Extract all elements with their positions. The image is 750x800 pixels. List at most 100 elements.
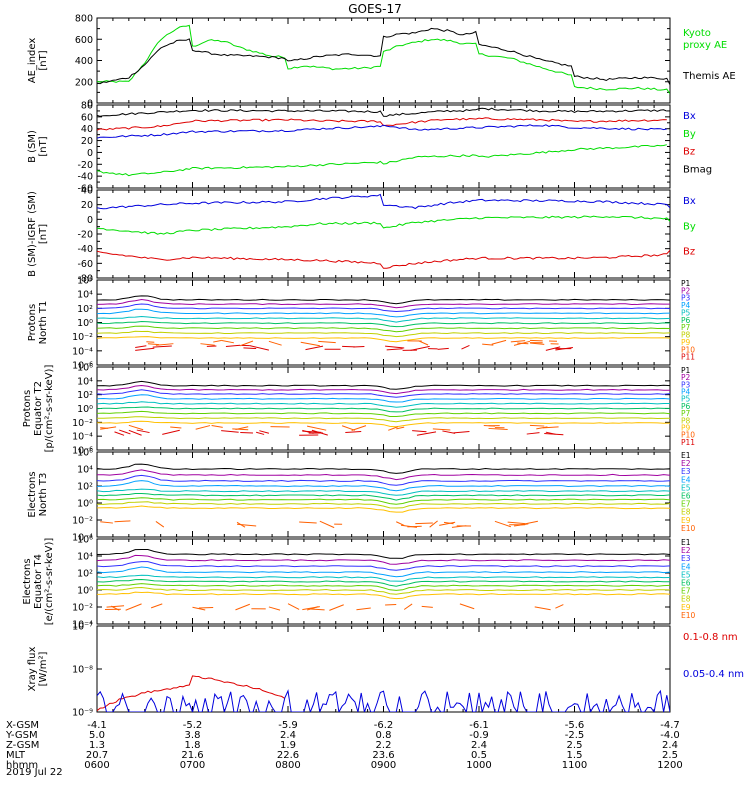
channel-fragment [152, 345, 172, 348]
y-axis-label: [nT] [38, 50, 49, 70]
channel-fragment [305, 345, 324, 351]
orbit-value: 1.9 [280, 740, 296, 751]
legend-entry: Bmag [683, 164, 712, 175]
y-axis-label: [nT] [38, 136, 49, 156]
y-tick-label: 20 [81, 200, 93, 211]
channel-fragment [482, 343, 494, 346]
orbit-value: 2.4 [280, 730, 296, 741]
orbit-value: 3.8 [185, 730, 201, 741]
y-tick-label: -40 [77, 244, 93, 255]
orbit-value: 1.5 [567, 750, 583, 761]
legend-channel: E4 [681, 562, 691, 571]
channel-fragment [356, 607, 371, 611]
orbit-value: 1200 [657, 760, 682, 771]
y-axis-label: Protons [22, 390, 33, 427]
channel-fragment [403, 603, 413, 610]
legend-entry: Kyoto [683, 28, 711, 39]
y-tick-label: -20 [77, 160, 93, 171]
y-tick-label: 10⁰ [77, 586, 93, 597]
y-ticks: 0 200 400 600 800 [75, 14, 670, 110]
orbit-value: -5.9 [278, 720, 298, 731]
channel-line [97, 469, 670, 481]
y-tick-label: 10⁻⁹ [72, 708, 93, 719]
channel-fragment [170, 426, 182, 429]
channel-fragment [494, 520, 511, 528]
y-tick-label: -40 [77, 172, 93, 183]
legend-entry: Bx [683, 196, 696, 207]
channel-fragment [150, 603, 163, 609]
orbit-value: 0900 [371, 760, 396, 771]
channel-fragment [545, 431, 556, 435]
channel-line [97, 303, 670, 313]
orbit-row-label: Z-GSM [6, 740, 39, 751]
panel-frame [96, 279, 671, 366]
channel-line [97, 420, 670, 428]
y-tick-label: 10⁻⁴ [72, 533, 93, 544]
y-ticks: 10⁻⁷ 10⁻⁸ 10⁻⁹ [72, 622, 670, 719]
y-tick-label: 10⁴ [77, 290, 93, 301]
legend-channel: P10 [681, 345, 695, 354]
y-tick-label: 10⁻² [72, 516, 93, 527]
channel-fragment [200, 343, 215, 346]
legend-channel: E8 [681, 508, 691, 517]
series-line-bz [97, 249, 670, 269]
y-tick-label: 10² [77, 569, 93, 580]
channel-line [97, 488, 670, 496]
y-tick-label: 10⁻⁶ [72, 446, 93, 457]
channel-fragment [221, 339, 234, 344]
channel-fragment [526, 432, 540, 435]
panel-pe: 10⁶ 10⁴ 10² 10⁰ 10⁻² 10⁻⁴ 10⁻⁶ Protons Equator T… [22, 363, 695, 457]
legend-channel: E10 [681, 611, 696, 620]
y-tick-label: 10⁻⁴ [72, 620, 93, 631]
y-ticks: 10⁶ 10⁴ 10² 10⁰ 10⁻² 10⁻⁴ [72, 535, 670, 631]
channel-fragment [483, 424, 495, 427]
y-tick-label: 10⁰ [77, 404, 93, 415]
y-tick-label: 10⁰ [77, 318, 93, 329]
y-tick-label: 400 [75, 56, 93, 67]
channel-fragment [453, 431, 470, 434]
channel-fragment [136, 429, 150, 434]
orbit-value: -2.5 [565, 730, 585, 741]
channel-line [97, 549, 670, 559]
channel-fragment [162, 429, 180, 435]
orbit-value: -4.7 [660, 720, 680, 731]
legend-channel: P11 [681, 438, 695, 447]
channel-fragment [100, 521, 113, 524]
y-axis-label: Xray flux [27, 647, 38, 692]
legend-channel: P7 [681, 409, 691, 418]
orbit-row-label: Y-GSM [5, 730, 38, 741]
channel-fragment [100, 427, 109, 429]
x-ticks [96, 18, 671, 103]
channel-fragment [318, 340, 336, 344]
y-tick-label: 10⁻⁷ [72, 622, 93, 633]
legend-channel: P2 [681, 286, 691, 295]
legend-channel: P8 [681, 331, 691, 340]
series-line-kyoto-proxy-ae [97, 24, 670, 95]
legend-channel: P5 [681, 308, 691, 317]
legend-channel: P9 [681, 338, 691, 347]
panel-frame [96, 17, 671, 104]
legend-entry: Bz [683, 147, 695, 158]
panel-pn: 10⁶ 10⁴ 10² 10⁰ 10⁻² 10⁻⁴ 10⁻⁶ Protons North T1 P… [27, 276, 695, 372]
channel-fragment [300, 341, 320, 347]
channel-fragment [114, 520, 131, 523]
channel-line [97, 561, 670, 571]
channel-fragment [243, 347, 257, 349]
legend-entry: Bx [683, 111, 696, 122]
series-line-bx [97, 193, 670, 210]
orbit-value: -4.1 [87, 720, 107, 731]
legend-entry: By [683, 221, 696, 232]
channel-fragment [345, 430, 362, 433]
orbit-value: 22.6 [277, 750, 299, 761]
channel-fragment [388, 426, 399, 431]
channel-fragment [529, 424, 545, 427]
legend-channel: P1 [681, 279, 691, 288]
legend-channel: P9 [681, 423, 691, 432]
channel-fragment [135, 345, 147, 348]
legend-channel: P3 [681, 294, 691, 303]
legend-channel: E9 [681, 516, 691, 525]
date-label: 2019 Jul 22 [6, 767, 63, 778]
series-line-0-05-0-4-nm [97, 689, 670, 712]
